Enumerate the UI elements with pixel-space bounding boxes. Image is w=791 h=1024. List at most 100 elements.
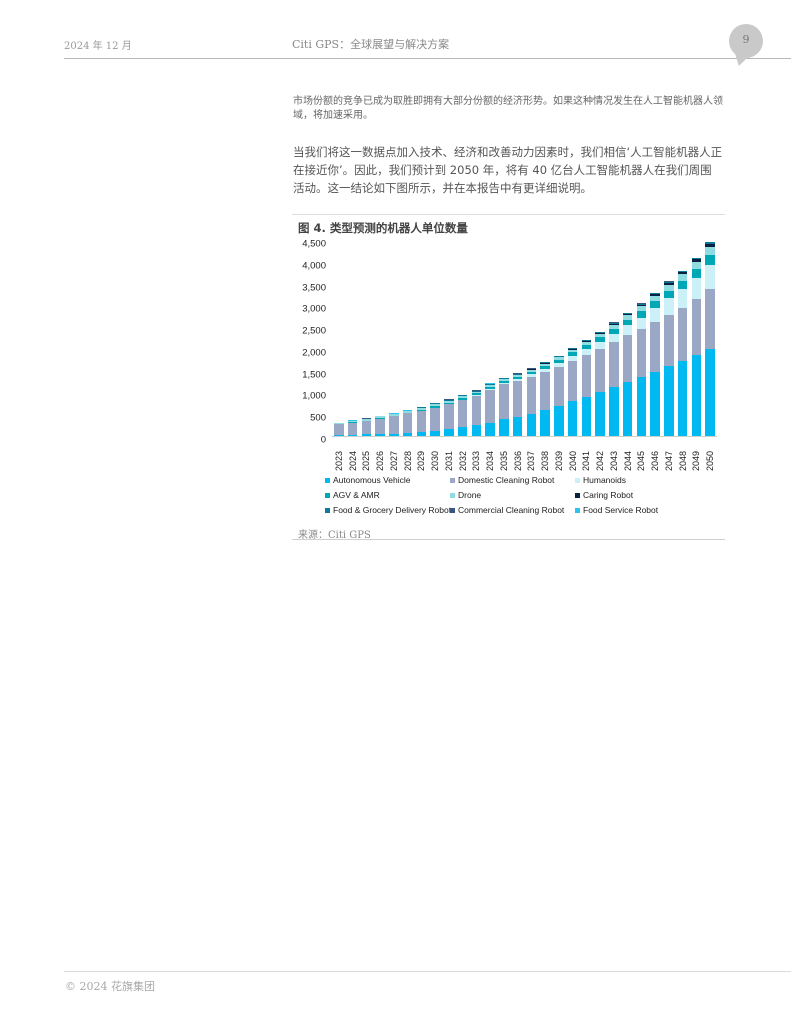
bar-2028 [402, 410, 413, 436]
footer-copyright: © 2024 花旗集团 [65, 980, 155, 993]
legend-item: Food Service Robot [575, 505, 658, 515]
bar-2046 [650, 292, 660, 436]
bar-segment [416, 432, 427, 436]
bar-2038 [540, 362, 550, 436]
bar-segment [430, 404, 440, 407]
bar-segment [485, 389, 495, 391]
bar-segment [581, 344, 592, 350]
bar-2041 [581, 339, 592, 436]
y-axis: 0 500 1,000 1,500 2,000 2,500 3,000 3,500 4,000 4… [292, 239, 326, 472]
bar-segment [705, 243, 715, 247]
bar-segment [499, 378, 509, 379]
bar-segment [361, 420, 372, 422]
bar-segment [567, 356, 578, 362]
bar-segment [485, 387, 495, 390]
bar-segment [677, 280, 688, 290]
bar-segment [705, 255, 715, 266]
bar-segment [567, 352, 578, 357]
bar-segment [567, 361, 578, 402]
x-tick-label: 2036 [512, 450, 523, 471]
bar-2045 [636, 303, 647, 436]
bar-segment [444, 402, 454, 405]
bar-2031 [444, 399, 454, 436]
x-tick-label: 2024 [347, 450, 358, 471]
bar-segment [499, 383, 509, 385]
bar-segment [677, 274, 688, 281]
legend-label: Food Service Robot [583, 505, 659, 515]
bar-segment [416, 410, 427, 433]
figure-bottom-divider [292, 539, 725, 540]
x-tick-label: 2026 [375, 450, 386, 471]
x-tick-label: 2039 [553, 450, 564, 471]
bar-segment [540, 365, 550, 369]
bar-segment [664, 281, 674, 283]
y-tick-label: 4,000 [302, 260, 326, 272]
bar-2033 [471, 390, 482, 436]
x-tick-label: 2030 [430, 450, 441, 471]
bar-segment [567, 348, 578, 349]
bar-segment [430, 430, 440, 436]
legend-label: AGV & AMR [333, 490, 380, 500]
bar-2027 [389, 413, 399, 436]
bar-segment [595, 392, 605, 436]
bar-segment [705, 247, 715, 256]
bar-segment [650, 307, 660, 322]
bar-segment [636, 376, 647, 436]
bar-2039 [554, 355, 564, 436]
x-axis-line [332, 436, 717, 437]
legend-swatch-icon [575, 492, 580, 498]
bar-segment [361, 418, 372, 420]
bar-segment [609, 328, 619, 335]
bar-segment [389, 414, 399, 416]
bar-segment [664, 284, 674, 291]
bar-segment [622, 325, 633, 336]
y-tick-label: 0 [320, 434, 326, 446]
legend-label: Caring Robot [583, 490, 634, 500]
legend-swatch-icon [325, 477, 330, 483]
bar-segment [691, 259, 702, 262]
bar-segment [650, 292, 660, 294]
bar-segment [512, 373, 523, 375]
bar-segment [485, 385, 495, 388]
bar-segment [375, 415, 385, 417]
bar-segment [416, 409, 427, 411]
x-tick-label: 2029 [416, 450, 427, 471]
bar-segment [705, 242, 715, 244]
bar-segment [554, 356, 564, 358]
bar-2040 [567, 347, 578, 436]
bar-segment [402, 413, 413, 433]
bar-segment [485, 422, 495, 436]
legend-item: Caring Robot [575, 490, 633, 500]
bar-segment [609, 386, 619, 436]
x-tick-label: 2045 [636, 450, 647, 471]
bar-segment [705, 349, 715, 436]
y-tick-label: 3,000 [302, 303, 326, 315]
x-tick-label: 2025 [361, 450, 372, 471]
bar-segment [540, 362, 550, 364]
x-tick-label: 2028 [402, 450, 413, 471]
bar-segment [347, 419, 358, 421]
bar-segment [609, 342, 619, 387]
bar-segment [554, 406, 564, 436]
bar-segment [361, 421, 372, 435]
bar-2026 [375, 415, 385, 436]
bar-segment [554, 363, 564, 368]
bar-segment [691, 355, 702, 436]
x-tick-label: 2040 [567, 450, 578, 471]
bar-segment [540, 363, 550, 366]
bar-2050 [705, 242, 715, 436]
bar-segment [499, 380, 509, 384]
legend-label: Domestic Cleaning Robot [458, 475, 555, 485]
bar-segment [622, 315, 633, 320]
y-tick-label: 1,500 [302, 369, 326, 381]
bar-segment [677, 289, 688, 308]
bar-segment [444, 404, 454, 430]
bar-segment [664, 314, 674, 367]
x-tick-label: 2046 [650, 450, 661, 471]
bar-segment [609, 322, 619, 324]
bar-segment [471, 391, 482, 394]
x-tick-label: 2038 [540, 450, 551, 471]
bar-segment [622, 319, 633, 326]
legend-item: Commercial Cleaning Robot [450, 505, 564, 515]
bar-segment [389, 433, 399, 436]
